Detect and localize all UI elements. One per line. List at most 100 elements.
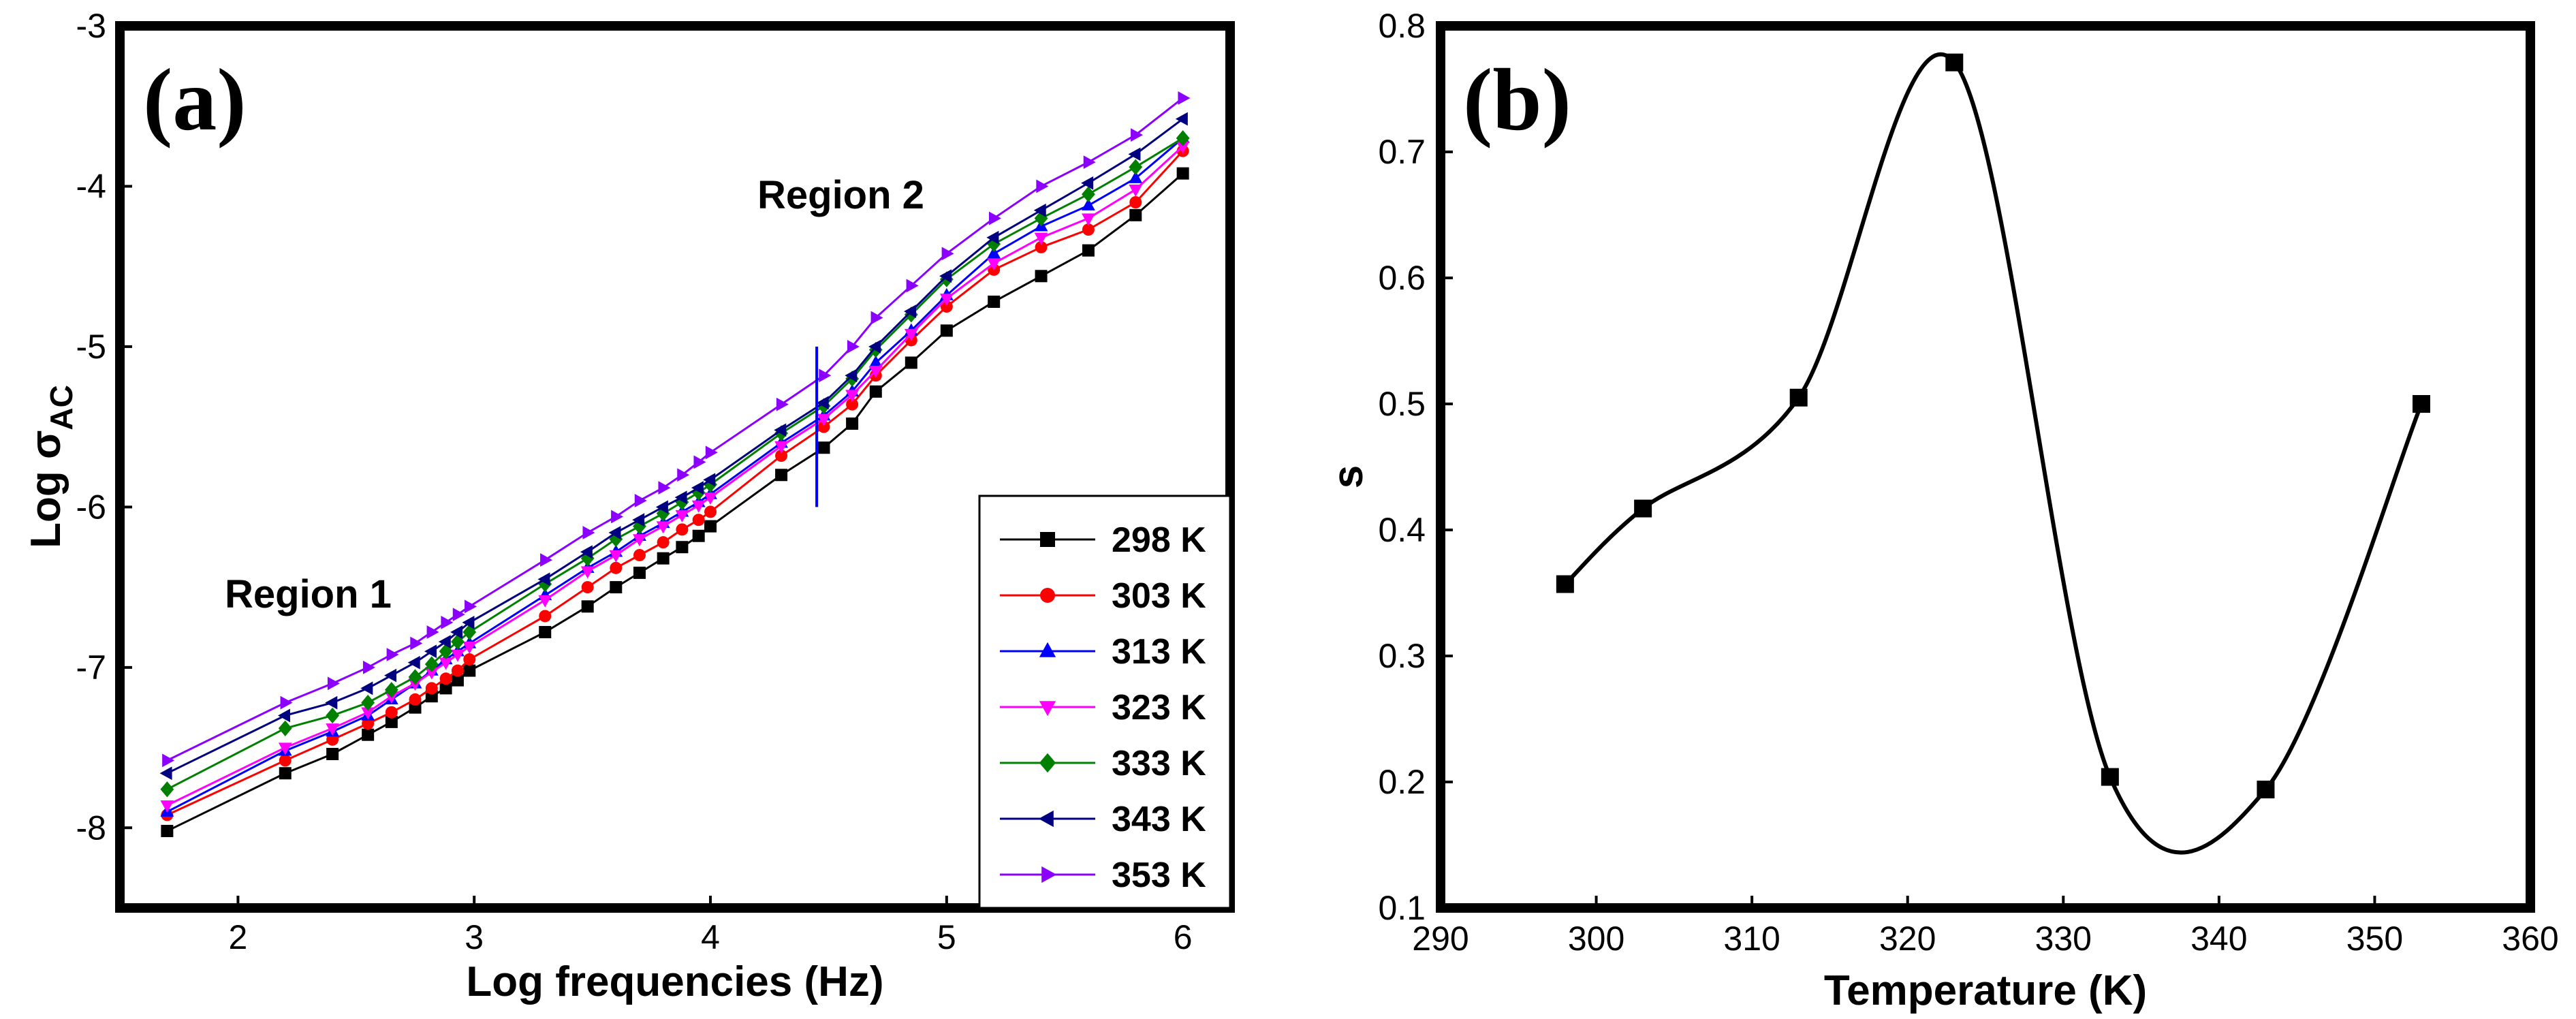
- y-tick-label: -3: [76, 7, 106, 45]
- data-point: [384, 668, 397, 683]
- legend-entry: 343 K: [1000, 800, 1206, 839]
- data-point: [677, 468, 690, 482]
- y-tick-label: 0.3: [1378, 637, 1426, 675]
- data-point: [846, 417, 859, 430]
- data-point: [463, 653, 476, 666]
- legend-marker: [1041, 866, 1057, 883]
- legend-marker: [1039, 701, 1056, 717]
- data-point: [362, 660, 375, 674]
- data-point: [846, 398, 859, 411]
- data-point: [676, 523, 689, 536]
- series-343-K: [159, 112, 1188, 781]
- data-point: [278, 742, 292, 755]
- data-point: [1556, 575, 1574, 593]
- data-point: [1036, 179, 1049, 193]
- data-point: [692, 529, 705, 542]
- data-point: [705, 445, 718, 460]
- y-tick-label: 0.6: [1378, 259, 1426, 297]
- x-tick-label: 290: [1412, 920, 1468, 958]
- data-point: [450, 625, 463, 639]
- legend-marker: [1038, 810, 1054, 828]
- data-point: [1178, 91, 1191, 105]
- x-tick-label: 3: [465, 918, 484, 956]
- data-point: [1129, 196, 1142, 208]
- data-point: [362, 717, 375, 730]
- data-point: [1082, 186, 1095, 202]
- data-point: [385, 706, 398, 719]
- data-point: [988, 295, 1001, 308]
- legend-box: [978, 495, 1231, 909]
- x-tick-label: 350: [2346, 920, 2403, 958]
- data-point: [424, 667, 439, 680]
- data-point: [847, 340, 860, 354]
- series-353-K: [162, 91, 1191, 768]
- data-point: [704, 505, 717, 518]
- data-point: [539, 610, 552, 623]
- x-tick-label: 310: [1723, 920, 1780, 958]
- data-point: [1175, 112, 1188, 126]
- y-tick-label: 0.8: [1378, 7, 1426, 45]
- data-point: [385, 715, 398, 728]
- data-point: [438, 635, 451, 649]
- panel-b-xlabel: Temperature (K): [1824, 967, 2147, 1014]
- data-point: [1033, 203, 1046, 217]
- data-point: [539, 626, 552, 639]
- panel-a-label: (a): [143, 51, 247, 149]
- data-point: [986, 230, 999, 245]
- data-point: [610, 561, 623, 574]
- data-point: [407, 655, 420, 670]
- legend-marker: [1040, 588, 1055, 603]
- data-point: [1129, 159, 1143, 175]
- data-point: [161, 824, 174, 837]
- data-point: [633, 566, 646, 579]
- data-point: [277, 708, 290, 723]
- data-point: [845, 369, 858, 383]
- data-point: [409, 693, 422, 706]
- data-point: [581, 581, 594, 594]
- data-point: [1082, 223, 1095, 236]
- data-point: [582, 526, 595, 539]
- data-point: [1129, 208, 1142, 221]
- data-point: [1176, 141, 1190, 154]
- legend-marker: [1040, 532, 1055, 547]
- data-point: [693, 455, 706, 469]
- region-2-annotation: Region 2: [757, 173, 924, 217]
- panel-a-xlabel: Log frequencies (Hz): [466, 958, 883, 1005]
- data-point: [2257, 781, 2275, 799]
- data-point: [326, 747, 339, 760]
- x-tick-label: 340: [2190, 920, 2247, 958]
- data-point: [1082, 198, 1095, 210]
- data-point: [819, 369, 832, 383]
- data-point: [676, 541, 689, 554]
- legend-entry: 353 K: [1000, 856, 1206, 895]
- data-point: [608, 526, 621, 539]
- data-point: [658, 481, 671, 495]
- legend-entry: 333 K: [1000, 744, 1206, 783]
- data-point: [1176, 167, 1189, 180]
- data-point: [537, 572, 550, 586]
- data-point: [940, 300, 953, 313]
- data-point: [278, 720, 292, 736]
- data-point: [462, 642, 477, 655]
- data-point: [987, 258, 1001, 271]
- data-point: [1082, 244, 1095, 257]
- panel-a-ylabel: Log σAC: [22, 385, 79, 548]
- data-point: [692, 514, 705, 527]
- data-point: [159, 766, 172, 781]
- data-point: [610, 581, 623, 594]
- data-point: [424, 644, 437, 659]
- data-point: [634, 494, 647, 507]
- data-point: [941, 247, 954, 261]
- data-point: [2101, 768, 2119, 786]
- data-point: [1081, 176, 1094, 190]
- legend-entry: 323 K: [1000, 688, 1206, 727]
- data-point: [1035, 270, 1048, 283]
- data-point: [1176, 130, 1190, 146]
- data-point: [870, 311, 883, 325]
- y-tick-label: -4: [76, 167, 106, 205]
- legend-entry: 303 K: [1000, 576, 1206, 616]
- data-point: [408, 669, 422, 685]
- data-point: [817, 413, 831, 426]
- x-tick-label: 4: [701, 918, 720, 956]
